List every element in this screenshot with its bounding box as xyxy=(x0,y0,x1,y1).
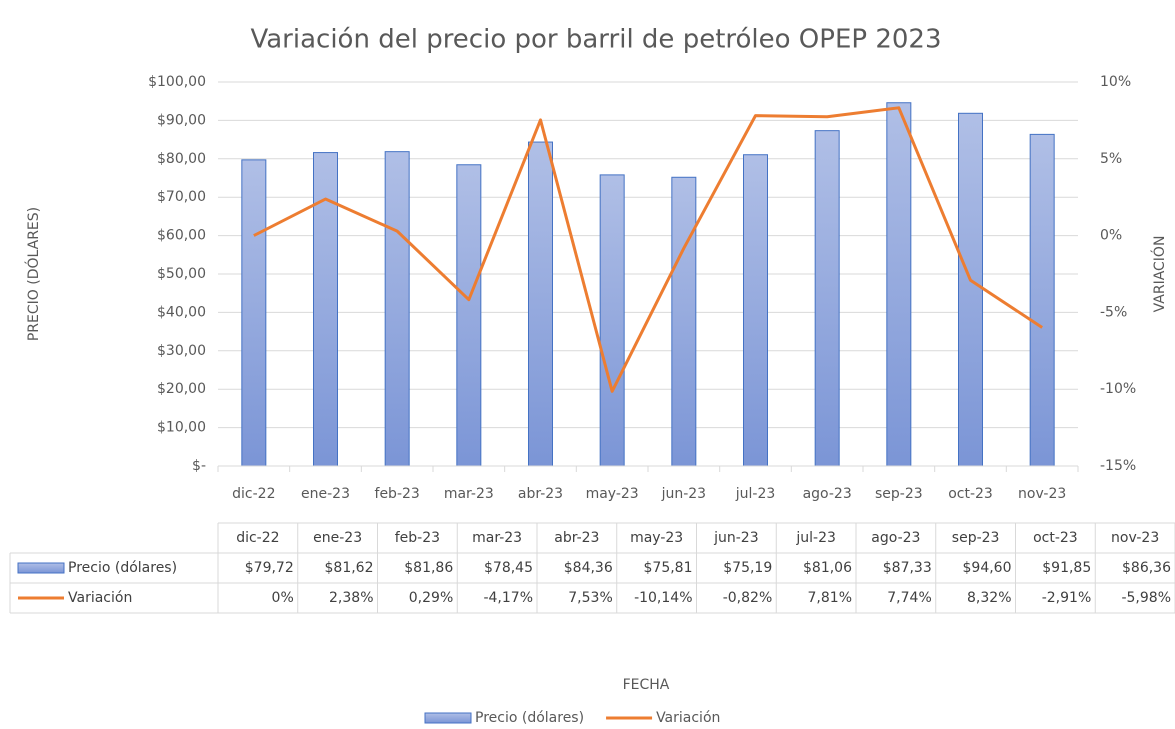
table-cell: 2,38% xyxy=(329,590,373,606)
x-tick-label: ago-23 xyxy=(803,486,852,502)
table-cell: 7,53% xyxy=(568,590,612,606)
table-cell: -4,17% xyxy=(483,590,533,606)
y-tick-label: $40,00 xyxy=(157,304,206,320)
table-cell: -10,14% xyxy=(634,590,692,606)
table-cell: $94,60 xyxy=(963,560,1012,576)
bar xyxy=(671,176,697,467)
table-header: ago-23 xyxy=(871,530,920,546)
y-tick-label: $60,00 xyxy=(157,228,206,244)
table-row-label: Precio (dólares) xyxy=(68,560,177,576)
bar xyxy=(886,102,912,467)
chart-title: Variación del precio por barril de petró… xyxy=(250,25,941,55)
line xyxy=(253,106,1043,393)
bar xyxy=(384,151,410,467)
bar xyxy=(1029,133,1055,467)
x-tick-label: oct-23 xyxy=(948,486,993,502)
table-cell: -2,91% xyxy=(1042,590,1092,606)
legend-label: Precio (dólares) xyxy=(475,710,584,726)
table-cell: $91,85 xyxy=(1042,560,1091,576)
y2-tick-label: 10% xyxy=(1100,74,1131,90)
y2-tick-label: -10% xyxy=(1100,381,1136,397)
table-cell: 0% xyxy=(272,590,294,606)
bar xyxy=(743,154,768,467)
x-tick-label: may-23 xyxy=(586,486,639,502)
x-tick-label: dic-22 xyxy=(232,486,275,502)
table-header: ene-23 xyxy=(313,530,362,546)
table-cell: 7,74% xyxy=(887,590,931,606)
x-tick-label: jul-23 xyxy=(735,486,776,502)
table-header: oct-23 xyxy=(1033,530,1078,546)
table-header: jul-23 xyxy=(795,530,836,546)
table-cell: $78,45 xyxy=(484,560,533,576)
y-tick-label: $10,00 xyxy=(157,420,206,436)
x-tick-label: jun-23 xyxy=(661,486,707,502)
x-tick-label: sep-23 xyxy=(875,486,923,502)
x-axis-title: FECHA xyxy=(623,677,670,693)
y-tick-label: $80,00 xyxy=(157,151,206,167)
y-tick-label: $90,00 xyxy=(157,112,206,128)
table-key xyxy=(17,562,65,574)
y-tick-label: $30,00 xyxy=(157,343,206,359)
x-tick-label: nov-23 xyxy=(1018,486,1066,502)
bar xyxy=(958,112,983,467)
y-tick-label: $70,00 xyxy=(157,189,206,205)
y-axis-title: PRECIO (DÓLARES) xyxy=(24,207,42,341)
table-cell: $81,62 xyxy=(325,560,374,576)
y2-tick-label: -15% xyxy=(1100,458,1136,474)
bar xyxy=(599,174,625,467)
table-cell: $75,19 xyxy=(723,560,772,576)
table-cell: 7,81% xyxy=(808,590,852,606)
table-row-label: Variación xyxy=(68,590,132,606)
table-cell: $81,86 xyxy=(404,560,453,576)
table-header: sep-23 xyxy=(952,530,1000,546)
y2-axis-title: VARIACIÓN xyxy=(1150,236,1168,313)
table-cell: -0,82% xyxy=(723,590,773,606)
table-header: dic-22 xyxy=(236,530,279,546)
bar xyxy=(528,141,553,467)
y2-tick-label: 0% xyxy=(1100,228,1122,244)
y-tick-label: $20,00 xyxy=(157,381,206,397)
table-header: nov-23 xyxy=(1111,530,1159,546)
table-cell: $79,72 xyxy=(245,560,294,576)
legend-label: Variación xyxy=(656,710,720,726)
x-tick-label: feb-23 xyxy=(375,486,420,502)
y-tick-label: $50,00 xyxy=(157,266,206,282)
table-cell: $81,06 xyxy=(803,560,852,576)
x-tick-label: mar-23 xyxy=(444,486,494,502)
y-tick-label: $100,00 xyxy=(148,74,206,90)
bar xyxy=(814,130,840,467)
table-cell: $86,36 xyxy=(1122,560,1171,576)
table-header: feb-23 xyxy=(395,530,440,546)
table-cell: $75,81 xyxy=(644,560,693,576)
x-tick-label: abr-23 xyxy=(518,486,563,502)
table-cell: $84,36 xyxy=(564,560,613,576)
table-header: mar-23 xyxy=(472,530,522,546)
bar xyxy=(241,159,267,467)
table-cell: 8,32% xyxy=(967,590,1011,606)
y2-tick-label: -5% xyxy=(1100,304,1127,320)
table-cell: 0,29% xyxy=(409,590,453,606)
table-header: abr-23 xyxy=(554,530,599,546)
x-tick-label: ene-23 xyxy=(301,486,350,502)
y2-tick-label: 5% xyxy=(1100,151,1122,167)
bar xyxy=(456,164,482,467)
legend-key xyxy=(424,712,472,724)
table-header: may-23 xyxy=(630,530,683,546)
table-cell: -5,98% xyxy=(1121,590,1171,606)
y-tick-label: $- xyxy=(192,458,206,474)
bar xyxy=(313,152,338,467)
table-cell: $87,33 xyxy=(883,560,932,576)
table-header: jun-23 xyxy=(713,530,759,546)
